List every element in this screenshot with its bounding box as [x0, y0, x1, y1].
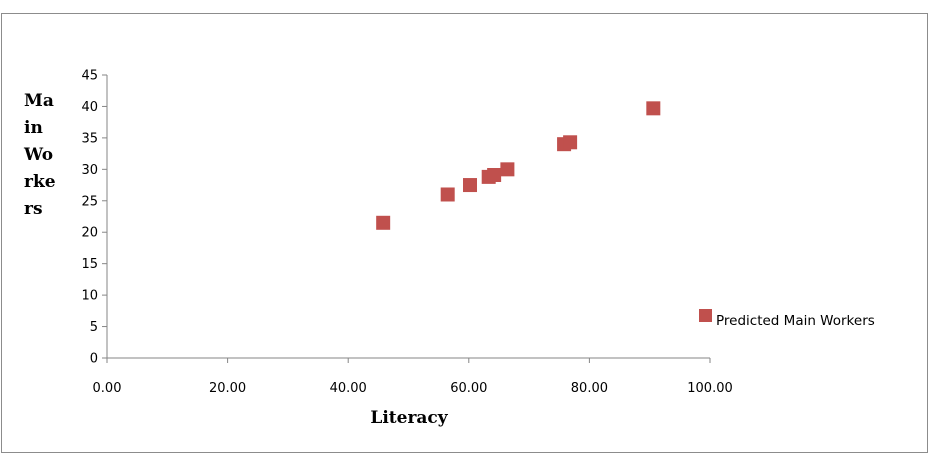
data-points	[376, 101, 661, 230]
y-axis-title-line: Ma	[24, 91, 54, 111]
chart-frame	[1, 13, 928, 453]
y-tick-label: 45	[81, 69, 98, 84]
axes	[106, 75, 710, 359]
x-tick-label: 60.00	[450, 381, 487, 396]
x-tick-label: 20.00	[209, 381, 246, 396]
y-axis-ticks: 0 5 10 15 20 25 30 35 40 45	[81, 69, 107, 367]
data-point	[563, 135, 578, 150]
legend-marker	[699, 309, 712, 322]
data-point	[487, 167, 502, 182]
y-axis-title-line: Wo	[23, 145, 53, 165]
y-tick-label: 25	[81, 194, 98, 209]
y-tick-label: 0	[90, 352, 98, 367]
y-tick-label: 15	[81, 257, 98, 272]
x-tick-label: 0.00	[93, 381, 122, 396]
y-axis-title-line: rke	[24, 172, 56, 192]
data-point	[376, 215, 391, 230]
x-tick-label: 100.00	[687, 381, 733, 396]
data-point	[463, 178, 478, 193]
legend: Predicted Main Workers	[699, 309, 875, 329]
y-tick-label: 30	[81, 163, 98, 178]
data-point	[646, 101, 661, 116]
x-axis-ticks: 0.00 20.00 40.00 60.00 80.00 100.00	[93, 358, 733, 396]
y-axis-title-line: rs	[24, 199, 43, 219]
legend-label: Predicted Main Workers	[716, 313, 875, 329]
x-tick-label: 40.00	[330, 381, 367, 396]
y-tick-label: 20	[81, 226, 98, 241]
x-axis-title: Literacy	[370, 408, 448, 428]
data-point	[440, 187, 455, 202]
y-tick-label: 5	[90, 320, 98, 335]
y-tick-label: 10	[81, 289, 98, 304]
y-tick-label: 40	[81, 100, 98, 115]
y-axis-title-line: in	[24, 118, 43, 138]
y-tick-label: 35	[81, 131, 98, 146]
x-tick-label: 80.00	[571, 381, 608, 396]
data-point	[500, 162, 515, 177]
y-axis-title: Ma in Wo rke rs	[23, 91, 56, 219]
